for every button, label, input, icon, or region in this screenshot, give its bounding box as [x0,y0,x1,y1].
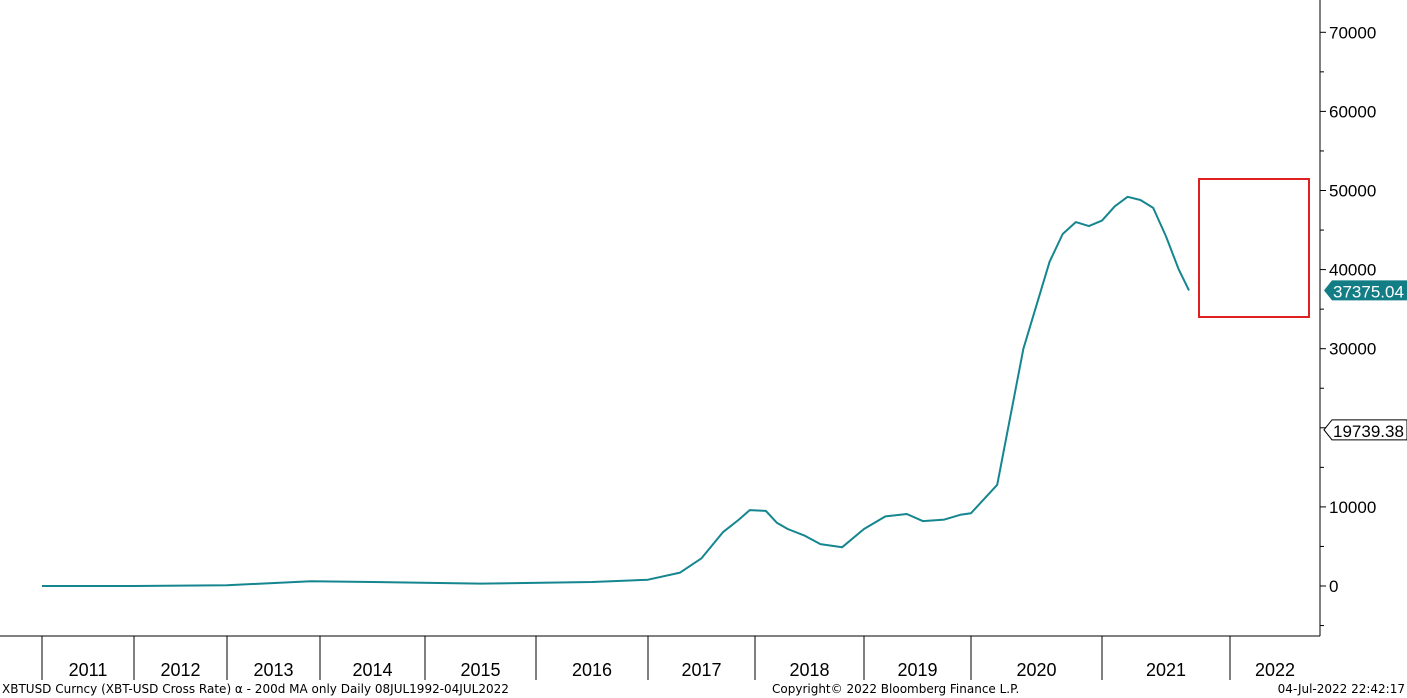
x-axis: 2011 2012 2013 2014 2015 2016 2017 2018 2019 2020… [0,635,1320,680]
annotations [1198,178,1310,318]
footer-copyright: Copyright© 2022 Bloomberg Finance L.P. [772,682,1020,696]
series-group: 37375.04 19739.38 [42,195,1407,587]
y-tick-label: 50000 [1329,182,1376,201]
price-label: 19739.38 [1333,422,1404,441]
footer-timestamp: 04-Jul-2022 22:42:17 [1277,682,1405,696]
price-badge [1323,419,1407,441]
x-tick-label: 2018 [789,660,829,680]
x-tick-label: 2022 [1255,660,1295,680]
y-tick-label: 10000 [1329,498,1376,517]
y-tick-label: 0 [1329,577,1338,596]
x-tick-label: 2019 [897,660,937,680]
x-tick-label: 2017 [681,660,721,680]
footer-security-description: XBTUSD Curncy (XBT-USD Cross Rate) α - 2… [2,682,509,696]
series-line [42,195,1190,587]
x-tick-label: 2012 [160,660,200,680]
last-value-badge [1324,280,1407,301]
y-tick-label: 70000 [1329,23,1376,42]
x-tick-label: 2016 [572,660,612,680]
y-axis: 010000200003000040000500006000070000 [1319,0,1376,636]
x-tick-label: 2020 [1016,660,1056,680]
y-tick-label: 30000 [1329,340,1376,359]
x-tick-label: 2011 [69,660,108,680]
x-tick-label: 2015 [460,660,500,680]
y-tick-label: 40000 [1329,261,1376,280]
highlight-box [1198,178,1310,318]
x-tick-label: 2014 [352,660,392,680]
last-value-label: 37375.04 [1333,282,1404,301]
x-tick-label: 2021 [1146,660,1186,680]
x-tick-label: 2013 [253,660,293,680]
y-tick-label: 60000 [1329,102,1376,121]
